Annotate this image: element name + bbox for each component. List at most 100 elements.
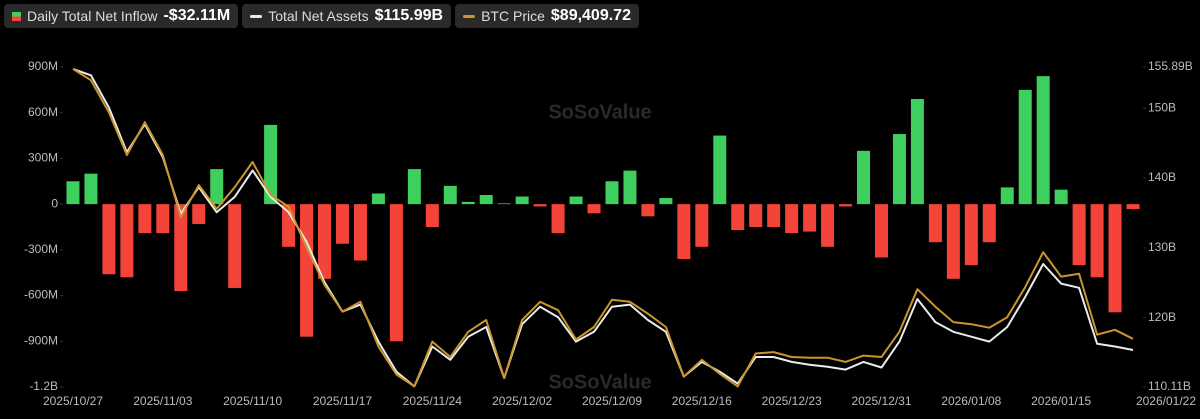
line xyxy=(72,68,1134,388)
watermark: SoSoValue xyxy=(548,371,651,393)
bar xyxy=(1036,76,1050,205)
bar xyxy=(857,150,871,205)
y-tick-label: -600M xyxy=(24,288,58,302)
bar xyxy=(84,173,98,205)
legend-item[interactable]: Total Net Assets $115.99B xyxy=(242,4,452,28)
legend-name: Daily Total Net Inflow xyxy=(27,8,158,24)
bar xyxy=(300,204,314,337)
legend-value: $115.99B xyxy=(374,7,444,24)
bar xyxy=(874,204,888,258)
x-tick-label: 2025/11/03 xyxy=(133,394,192,408)
bar xyxy=(623,170,637,205)
line xyxy=(72,68,1134,388)
legend-item[interactable]: Daily Total Net Inflow -$32.11M xyxy=(4,4,239,28)
bar xyxy=(982,204,996,243)
bar xyxy=(569,196,583,205)
bar xyxy=(659,198,673,205)
x-tick-label: 2025/12/31 xyxy=(851,394,911,408)
legend-value: $89,409.72 xyxy=(550,7,631,24)
bar xyxy=(964,204,978,266)
y-tick-label: 0 xyxy=(51,196,58,210)
bar xyxy=(461,201,475,205)
bar xyxy=(210,169,224,205)
y-tick-label: 900M xyxy=(28,59,58,73)
bar xyxy=(479,195,493,205)
bar xyxy=(767,204,781,227)
bar xyxy=(1072,204,1086,266)
bar xyxy=(713,135,727,205)
bar xyxy=(946,204,960,279)
bar xyxy=(803,204,817,232)
x-tick-label: 2026/01/08 xyxy=(941,394,1001,408)
legend-name: BTC Price xyxy=(481,8,545,24)
bar xyxy=(443,185,457,205)
bar xyxy=(1126,204,1140,210)
x-tick-label: 2025/12/23 xyxy=(762,394,822,408)
legend-icon xyxy=(250,14,263,18)
x-tick-label: 2025/11/24 xyxy=(403,394,462,408)
bar xyxy=(192,204,206,224)
bar xyxy=(102,204,116,275)
bar xyxy=(515,196,529,205)
bar xyxy=(1054,189,1068,205)
bar xyxy=(120,204,134,278)
x-tick-label: 2025/11/10 xyxy=(223,394,282,408)
x-tick-label: 2025/12/02 xyxy=(492,394,552,408)
x-tick-label: 2025/12/09 xyxy=(582,394,642,408)
bar xyxy=(695,204,709,247)
legend-value: -$32.11M xyxy=(163,7,231,24)
bar xyxy=(551,204,565,234)
y-tick-label: 600M xyxy=(28,105,58,119)
bar xyxy=(264,124,278,205)
y-tick-label: 300M xyxy=(28,151,58,165)
bar xyxy=(1090,204,1104,278)
bar xyxy=(497,203,511,205)
bar xyxy=(749,204,763,227)
bar xyxy=(371,193,385,205)
y-tick-label: -900M xyxy=(24,333,58,347)
bar xyxy=(821,204,835,247)
legend-item[interactable]: BTC Price $89,409.72 xyxy=(455,4,639,28)
bar xyxy=(282,204,296,247)
bar xyxy=(587,204,601,214)
bar xyxy=(425,204,439,227)
y2-tick-label: 150B xyxy=(1148,100,1176,114)
bar xyxy=(407,169,421,205)
y-tick-label: -1.2B xyxy=(29,379,58,393)
x-tick-label: 2025/10/27 xyxy=(43,394,103,408)
bar xyxy=(1018,89,1032,205)
bar xyxy=(892,134,906,205)
bar xyxy=(335,204,349,244)
legend-icon xyxy=(463,14,476,18)
bar xyxy=(533,204,547,207)
bar xyxy=(1108,204,1122,313)
bar xyxy=(928,204,942,243)
bar xyxy=(785,204,799,234)
y2-tick-label: 130B xyxy=(1148,240,1176,254)
bar xyxy=(1000,187,1014,205)
bar xyxy=(138,204,152,234)
bar xyxy=(318,204,332,279)
y-tick-label: -300M xyxy=(24,242,58,256)
y2-tick-label: 140B xyxy=(1148,170,1176,184)
x-tick-label: 2025/11/17 xyxy=(313,394,372,408)
bar xyxy=(174,204,188,291)
bar xyxy=(156,204,170,234)
legend-name: Total Net Assets xyxy=(268,8,369,24)
x-tick-label: 2025/12/16 xyxy=(672,394,732,408)
bar xyxy=(677,204,691,259)
bar xyxy=(389,204,403,342)
bar xyxy=(910,99,924,205)
bar xyxy=(839,204,853,207)
watermark: SoSoValue xyxy=(548,101,651,123)
legend: Daily Total Net Inflow -$32.11M Total Net… xyxy=(4,4,639,28)
bar xyxy=(605,181,619,205)
bar xyxy=(228,204,242,288)
y2-tick-label: 110.11B xyxy=(1148,379,1191,393)
legend-icon xyxy=(12,11,21,21)
bar xyxy=(641,204,655,217)
bar xyxy=(731,204,745,231)
bar xyxy=(353,204,367,261)
